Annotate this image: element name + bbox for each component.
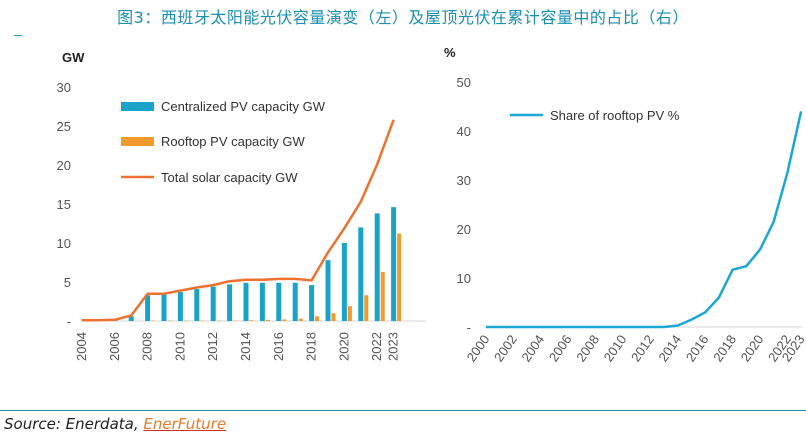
bar-centralized (161, 294, 167, 321)
x-tick-label: 2006 (107, 332, 122, 361)
x-tick-label: 2020 (336, 332, 351, 361)
bar-centralized (227, 284, 233, 321)
y-tick-label: - (467, 320, 471, 335)
y-tick-label: 5 (64, 275, 71, 290)
bar-centralized (177, 292, 183, 321)
y-axis-unit: GW (62, 50, 85, 65)
bar-rooftop (298, 318, 303, 321)
y-tick-label: 50 (457, 75, 471, 90)
x-tick-label: 2016 (271, 332, 286, 361)
x-tick-label: 2018 (710, 332, 739, 364)
legend-label-share: Share of rooftop PV % (550, 108, 680, 123)
x-tick-label: 2000 (464, 332, 493, 364)
x-tick-label: 2014 (655, 332, 684, 364)
capacity-chart: GW - 5 10 15 20 25 30 2004 2006 2008 2010 2012 2014 20… (57, 50, 426, 361)
bar-centralized (374, 213, 380, 321)
x-tick-label: 2012 (628, 332, 657, 364)
source-note: Source: Enerdata, EnerFuture (4, 415, 226, 433)
page-title: 图3：西班牙太阳能光伏容量演变（左）及屋顶光伏在累计容量中的占比（右） (117, 8, 689, 27)
x-tick-label: 2010 (172, 332, 187, 361)
y-axis-unit: % (444, 45, 456, 60)
x-tick-label: 2012 (205, 332, 220, 361)
y-tick-label: 40 (457, 124, 471, 139)
y-tick-label: 10 (57, 236, 71, 251)
y-tick-label: 10 (457, 271, 471, 286)
x-tick-label: 2014 (238, 332, 253, 361)
legend-label-centralized: Centralized PV capacity GW (161, 99, 326, 114)
x-tick-label: 2008 (573, 332, 602, 364)
bar-centralized (145, 295, 151, 321)
bar-rooftop (265, 319, 270, 321)
bar-centralized (276, 282, 282, 321)
bar-rooftop (364, 295, 369, 321)
x-tick-label: 2020 (738, 332, 767, 364)
x-tick-label: 2016 (683, 332, 712, 364)
bar-rooftop (249, 320, 254, 321)
y-tick-label: 25 (57, 119, 71, 134)
legend-label-total: Total solar capacity GW (161, 170, 298, 185)
x-tick-label: 2010 (601, 332, 630, 364)
y-tick-label: 30 (457, 173, 471, 188)
bar-rooftop (315, 316, 320, 321)
x-tick-label: 2008 (140, 332, 155, 361)
source-link[interactable]: EnerFuture (143, 415, 227, 433)
bar-centralized (309, 285, 315, 321)
bar-centralized (194, 289, 200, 321)
bar-centralized (292, 282, 298, 321)
bar-rooftop (347, 306, 352, 321)
bar-centralized (325, 260, 331, 321)
y-tick-label: - (67, 314, 71, 329)
x-tick-label: 2004 (74, 332, 89, 361)
x-tick-label: 2023 (386, 332, 401, 361)
bar-centralized (341, 243, 347, 321)
y-tick-label: 15 (57, 197, 71, 212)
x-tick-label: 2004 (518, 332, 547, 364)
bar-rooftop (282, 319, 287, 321)
y-tick-label: 30 (57, 80, 71, 95)
bar-centralized (358, 227, 364, 321)
x-tick-label: 2006 (546, 332, 575, 364)
x-tick-label: 2018 (304, 332, 319, 361)
rooftop-share-chart: % - 10 20 30 40 50 2000200220042006200820102012… (444, 45, 806, 364)
title-accent-mark (14, 35, 22, 36)
bar-centralized (128, 316, 134, 321)
y-tick-label: 20 (457, 222, 471, 237)
y-tick-label: 20 (57, 158, 71, 173)
bar-centralized (391, 207, 397, 321)
source-prefix: Source: Enerdata, (4, 415, 144, 433)
bar-rooftop (380, 271, 385, 321)
bar-rooftop (331, 313, 336, 321)
legend-swatch-centralized (121, 102, 154, 111)
legend-label-rooftop: Rooftop PV capacity GW (161, 134, 306, 149)
bar-centralized (259, 282, 265, 321)
x-tick-label: 2002 (491, 332, 520, 364)
line-rooftop-share (486, 111, 803, 329)
line-total-solar (82, 119, 395, 322)
bar-rooftop (397, 233, 402, 321)
bar-centralized (243, 282, 249, 321)
legend-swatch-rooftop (121, 137, 154, 146)
bar-centralized (210, 286, 216, 321)
footer-divider (0, 410, 806, 411)
x-tick-label: 2022 (369, 332, 384, 361)
